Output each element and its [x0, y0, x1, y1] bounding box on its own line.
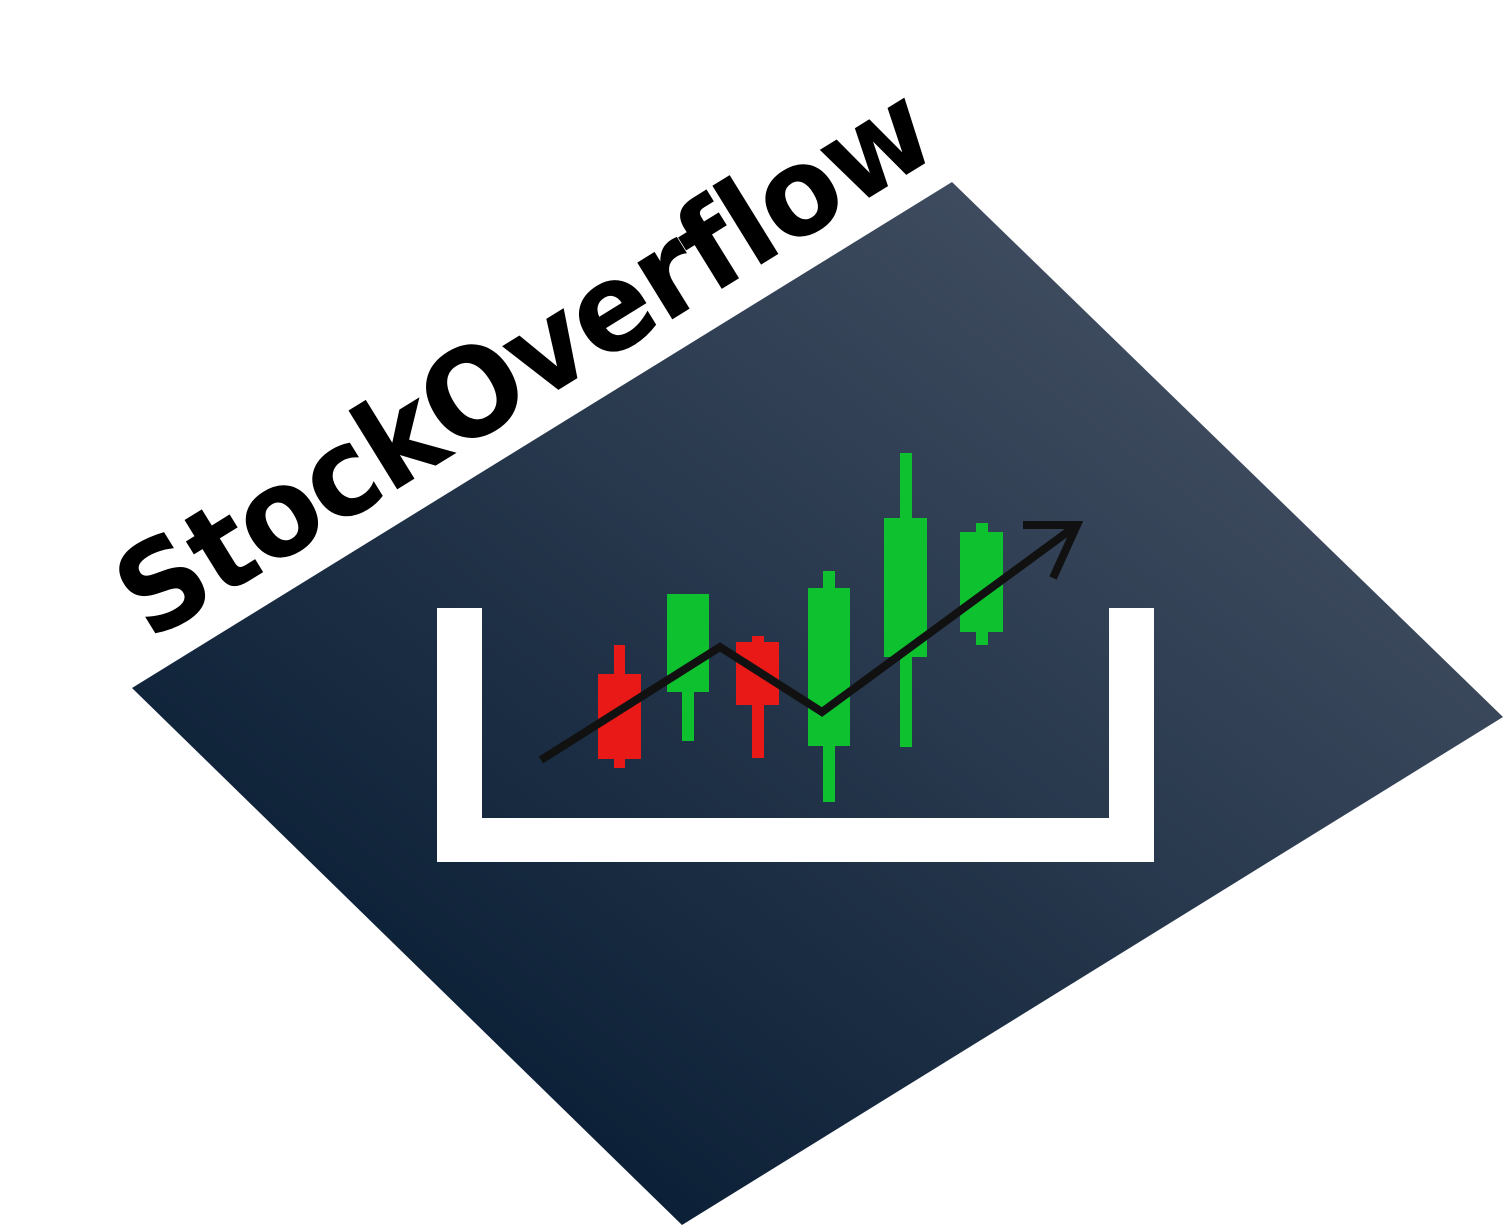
stack-container-icon — [437, 608, 1154, 862]
trend-up-arrow-icon — [538, 521, 1084, 764]
bullish-candle — [808, 571, 850, 802]
bullish-candle — [884, 453, 927, 747]
